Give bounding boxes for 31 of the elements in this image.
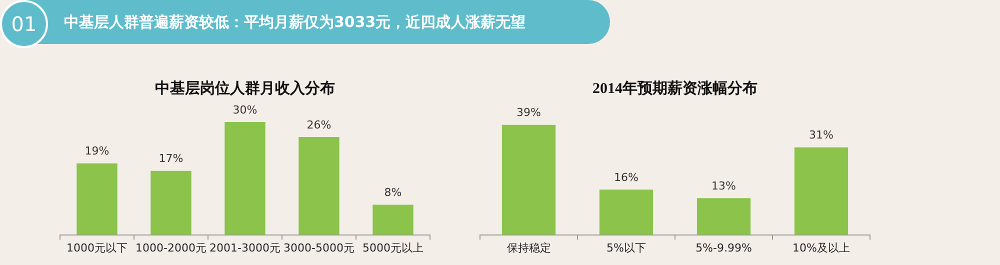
bar — [372, 204, 414, 235]
x-tick-label: 5%-9.99% — [696, 241, 752, 254]
data-label: 17% — [158, 152, 184, 166]
x-tick-label: 5%以下 — [606, 241, 646, 254]
text: 中基层人群普遍薪资较低：平均月薪仅为3033元，近四成人涨薪无望 — [64, 12, 526, 33]
data-label: 39% — [516, 106, 541, 120]
bar — [502, 124, 556, 235]
data-label: 30% — [232, 103, 258, 116]
data-label: 16% — [614, 171, 638, 184]
x-tick-label: 2001-3000元 — [210, 241, 280, 254]
x-tick-label: 1000元以下 — [66, 241, 128, 254]
x-tick-label: 1000-2000元 — [136, 241, 206, 254]
bar — [150, 170, 192, 235]
bar — [224, 122, 266, 235]
bar — [794, 147, 848, 235]
x-tick-label: 5000元以上 — [362, 241, 424, 254]
data-label: 13% — [712, 180, 736, 192]
bar — [298, 137, 340, 235]
x-tick-label: 3000-5000元 — [284, 241, 354, 254]
bar — [599, 190, 654, 235]
bar — [76, 163, 118, 235]
data-label: 31% — [809, 128, 834, 142]
chart-title: 中基层岗位人群月收入分布 — [155, 80, 335, 97]
data-label: 26% — [306, 118, 332, 132]
text: 01 — [0, 0, 48, 48]
chart-title: 2014年预期薪资涨幅分布 — [592, 80, 758, 97]
data-label: 19% — [84, 144, 110, 158]
bar — [696, 198, 751, 235]
x-tick-label: 保持稳定 — [506, 241, 551, 254]
data-label: 8% — [384, 186, 402, 200]
x-tick-label: 10%及以上 — [792, 241, 850, 254]
